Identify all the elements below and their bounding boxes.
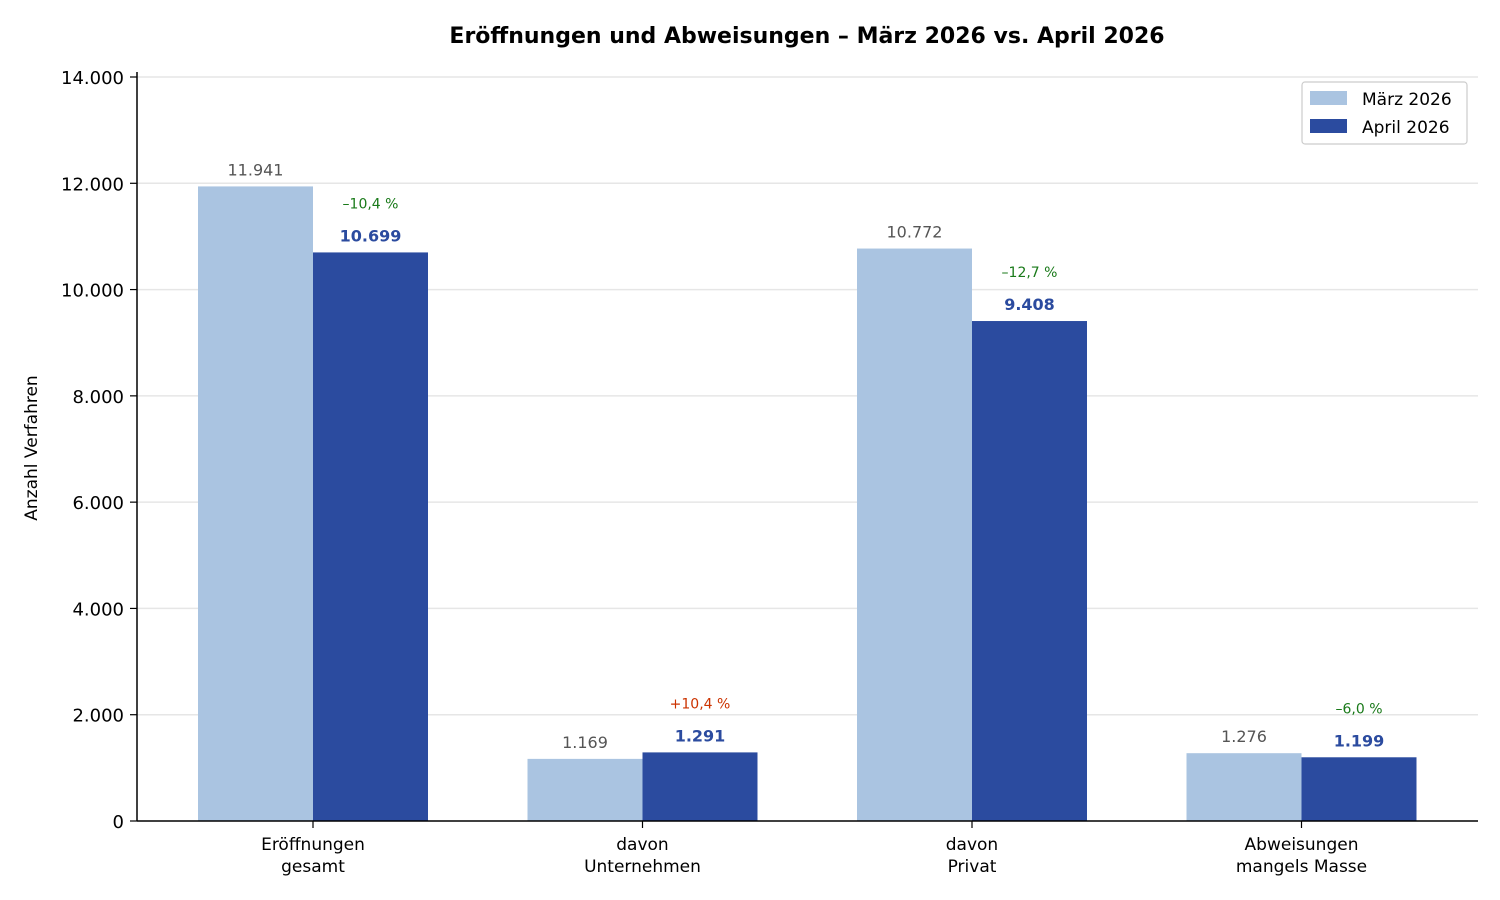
bar-april-2026 bbox=[972, 321, 1087, 821]
legend-label: April 2026 bbox=[1362, 118, 1450, 138]
data-label-maerz: 10.772 bbox=[887, 223, 943, 242]
data-labels: 11.941 10.699 –10,4 % 1.169 1.291 +10,4 % 10.7… bbox=[228, 160, 1385, 751]
legend-swatch bbox=[1310, 91, 1347, 105]
bar-maerz-2026 bbox=[527, 758, 643, 821]
chart-title: Eröffnungen und Abweisungen – März 2026 … bbox=[449, 24, 1164, 49]
change-percent-label: –10,4 % bbox=[343, 196, 399, 212]
change-percent-label: +10,4 % bbox=[670, 696, 731, 712]
bar-april-2026 bbox=[313, 252, 428, 822]
y-tick-label: 8.000 bbox=[72, 387, 124, 408]
data-label-maerz: 1.276 bbox=[1221, 727, 1267, 746]
y-axis-label: Anzahl Verfahren bbox=[22, 375, 42, 520]
y-ticks: 0 2.000 4.000 6.000 8.000 10.000 12.000 14.000 bbox=[61, 68, 137, 833]
x-tick-label: Privat bbox=[948, 857, 997, 877]
y-tick-label: 12.000 bbox=[61, 174, 124, 195]
axes bbox=[136, 72, 1478, 822]
y-tick-label: 2.000 bbox=[72, 706, 124, 727]
data-label-april: 1.291 bbox=[675, 726, 726, 745]
bar-april-2026 bbox=[1301, 757, 1417, 821]
bars bbox=[198, 186, 1417, 822]
bar-maerz-2026 bbox=[198, 186, 313, 821]
data-label-april: 9.408 bbox=[1004, 295, 1055, 314]
legend-swatch bbox=[1310, 119, 1347, 133]
x-tick-label: Abweisungen bbox=[1245, 835, 1359, 855]
x-tick-label: davon bbox=[616, 835, 668, 855]
y-tick-label: 14.000 bbox=[61, 68, 124, 89]
y-tick-label: 6.000 bbox=[72, 493, 124, 514]
legend-label: März 2026 bbox=[1362, 90, 1452, 110]
x-tick-label: mangels Masse bbox=[1236, 857, 1367, 877]
bar-april-2026 bbox=[642, 752, 758, 821]
x-tick-label: Unternehmen bbox=[584, 857, 701, 877]
bar-maerz-2026 bbox=[857, 248, 972, 821]
bar-maerz-2026 bbox=[1186, 753, 1302, 821]
data-label-april: 10.699 bbox=[340, 226, 402, 245]
x-ticks: EröffnungengesamtdavonUnternehmendavonPr… bbox=[261, 821, 1367, 877]
y-tick-label: 0 bbox=[113, 812, 124, 833]
y-tick-label: 4.000 bbox=[72, 599, 124, 620]
x-tick-label: davon bbox=[946, 835, 998, 855]
data-label-maerz: 11.941 bbox=[228, 160, 284, 179]
data-label-maerz: 1.169 bbox=[562, 733, 608, 752]
data-label-april: 1.199 bbox=[1334, 731, 1385, 750]
y-tick-label: 10.000 bbox=[61, 281, 124, 302]
x-tick-label: Eröffnungen bbox=[261, 835, 365, 855]
x-tick-label: gesamt bbox=[281, 857, 345, 877]
legend: März 2026 April 2026 bbox=[1301, 81, 1468, 145]
change-percent-label: –12,7 % bbox=[1002, 265, 1058, 281]
change-percent-label: –6,0 % bbox=[1335, 701, 1382, 717]
